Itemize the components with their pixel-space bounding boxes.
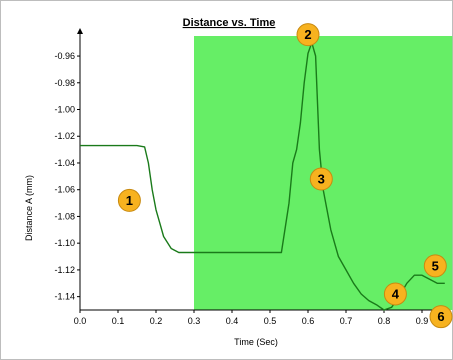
x-tick-label: 0.1: [112, 316, 125, 326]
y-tick-label: -1.08: [54, 211, 75, 221]
y-tick-label: -0.96: [54, 51, 75, 61]
callout-circle: [117, 188, 141, 212]
series-layer: [80, 42, 445, 311]
y-tick-label: -1.10: [54, 238, 75, 248]
axes: [77, 28, 435, 311]
x-tick-label: 0.9: [416, 316, 429, 326]
callout-5: 5: [423, 254, 447, 278]
callout-label: 2: [304, 27, 311, 42]
callout-circle: [296, 23, 320, 47]
y-tick-label: -1.06: [54, 185, 75, 195]
y-axis-title: Distance A (mm): [24, 175, 34, 241]
x-tick-label: 0.7: [340, 316, 353, 326]
x-axis-title: Time (Sec): [234, 337, 278, 347]
callout-label: 3: [318, 172, 325, 187]
ticks: -0.96 -0.98 -1.00 -1.02 -1.04 -1.06 -1.08 -1.10…: [54, 51, 428, 326]
x-tick-label: 0.3: [188, 316, 201, 326]
callout-circle: [423, 254, 447, 278]
callouts: 1 2 3 4 5 6: [117, 23, 453, 329]
callout-2: 2: [296, 23, 320, 47]
callout-label: 4: [392, 286, 400, 301]
x-tick-label: 0.0: [74, 316, 87, 326]
y-axis-arrow: [77, 28, 83, 34]
x-tick-label: 0.6: [302, 316, 315, 326]
x-tick-label: 0.5: [264, 316, 277, 326]
callout-label: 5: [432, 258, 439, 273]
y-tick-label: -1.14: [54, 292, 75, 302]
x-tick-label: 0.8: [378, 316, 391, 326]
callout-label: 6: [437, 309, 444, 324]
callout-4: 4: [383, 282, 407, 306]
chart-title: Distance vs. Time: [183, 17, 276, 29]
y-tick-label: -1.00: [54, 105, 75, 115]
callout-3: 3: [309, 167, 333, 191]
callout-1: 1: [117, 188, 141, 212]
callout-circle: [309, 167, 333, 191]
data-series-line: [80, 42, 445, 311]
y-tick-label: -1.04: [54, 158, 75, 168]
x-tick-label: 0.2: [150, 316, 163, 326]
x-tick-label: 0.4: [226, 316, 239, 326]
callout-circle: [429, 305, 453, 329]
callout-label: 1: [126, 193, 133, 208]
y-tick-label: -1.02: [54, 131, 75, 141]
y-tick-label: -1.12: [54, 265, 75, 275]
callout-circle: [383, 282, 407, 306]
y-tick-label: -0.98: [54, 78, 75, 88]
callout-6: 6: [429, 305, 453, 329]
